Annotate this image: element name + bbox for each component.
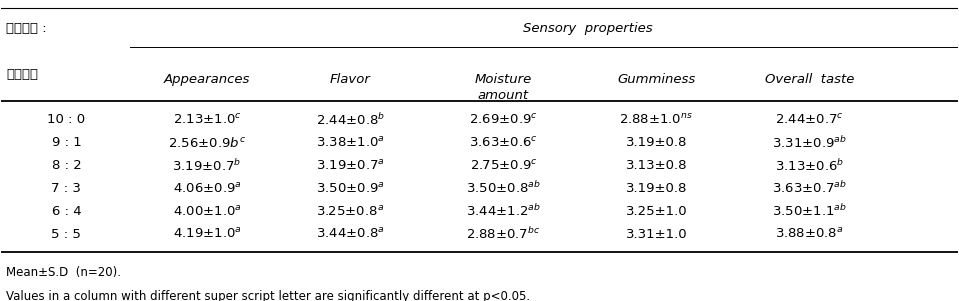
- Text: 3.13±0.8: 3.13±0.8: [625, 159, 688, 172]
- Text: $2.75±0.9^{c}$: $2.75±0.9^{c}$: [470, 159, 537, 173]
- Text: $2.88±1.0^{ns}$: $2.88±1.0^{ns}$: [620, 113, 693, 127]
- Text: $3.50±0.9^{a}$: $3.50±0.9^{a}$: [316, 182, 385, 196]
- Text: 8 : 2: 8 : 2: [52, 159, 82, 172]
- Text: 9 : 1: 9 : 1: [52, 136, 82, 149]
- Text: $4.06±0.9^{a}$: $4.06±0.9^{a}$: [173, 182, 242, 196]
- Text: 3.19±0.8: 3.19±0.8: [625, 182, 687, 195]
- Text: Overall  taste: Overall taste: [764, 73, 854, 85]
- Text: $3.63±0.7^{ab}$: $3.63±0.7^{ab}$: [772, 181, 847, 197]
- Text: Values in a column with different super script letter are significantly differen: Values in a column with different super …: [6, 290, 530, 301]
- Text: $3.44±0.8^{a}$: $3.44±0.8^{a}$: [316, 227, 385, 241]
- Text: 기본잡곳 :: 기본잡곳 :: [6, 22, 47, 35]
- Text: Appearances: Appearances: [164, 73, 250, 85]
- Text: $4.00±1.0^{a}$: $4.00±1.0^{a}$: [173, 204, 242, 219]
- Text: Flavor: Flavor: [330, 73, 371, 85]
- Text: 3.31±1.0: 3.31±1.0: [625, 228, 688, 241]
- Text: $3.50±1.1^{ab}$: $3.50±1.1^{ab}$: [772, 203, 847, 219]
- Text: $2.56±0.9b^{c}$: $2.56±0.9b^{c}$: [168, 136, 246, 150]
- Text: $2.88±0.7^{bc}$: $2.88±0.7^{bc}$: [466, 226, 541, 242]
- Text: $2.44±0.8^{b}$: $2.44±0.8^{b}$: [316, 112, 385, 128]
- Text: 5 : 5: 5 : 5: [52, 228, 82, 241]
- Text: $3.31±0.9^{ab}$: $3.31±0.9^{ab}$: [772, 135, 847, 151]
- Text: $3.25±0.8^{a}$: $3.25±0.8^{a}$: [316, 204, 385, 219]
- Text: $4.19±1.0^{a}$: $4.19±1.0^{a}$: [173, 227, 242, 241]
- Text: 10 : 0: 10 : 0: [47, 113, 85, 126]
- Text: $3.13±0.6^{b}$: $3.13±0.6^{b}$: [775, 158, 844, 174]
- Text: 특화잡곳: 특화잡곳: [6, 68, 38, 81]
- Text: 6 : 4: 6 : 4: [52, 205, 82, 218]
- Text: $2.13±1.0^{c}$: $2.13±1.0^{c}$: [173, 113, 242, 127]
- Text: $3.19±0.7^{b}$: $3.19±0.7^{b}$: [173, 158, 242, 174]
- Text: Sensory  properties: Sensory properties: [523, 22, 652, 35]
- Text: $3.88±0.8^{a}$: $3.88±0.8^{a}$: [775, 227, 844, 241]
- Text: Gumminess: Gumminess: [618, 73, 695, 85]
- Text: $3.44±1.2^{ab}$: $3.44±1.2^{ab}$: [466, 203, 541, 219]
- Text: 3.19±0.8: 3.19±0.8: [625, 136, 687, 149]
- Text: $2.69±0.9^{c}$: $2.69±0.9^{c}$: [469, 113, 538, 127]
- Text: 7 : 3: 7 : 3: [52, 182, 82, 195]
- Text: 3.25±1.0: 3.25±1.0: [625, 205, 688, 218]
- Text: $3.63±0.6^{c}$: $3.63±0.6^{c}$: [469, 136, 538, 150]
- Text: $3.19±0.7^{a}$: $3.19±0.7^{a}$: [316, 159, 385, 173]
- Text: $2.44±0.7^{c}$: $2.44±0.7^{c}$: [775, 113, 844, 127]
- Text: $3.50±0.8^{ab}$: $3.50±0.8^{ab}$: [466, 181, 541, 197]
- Text: Mean±S.D  (n=20).: Mean±S.D (n=20).: [6, 266, 121, 279]
- Text: $3.38±1.0^{a}$: $3.38±1.0^{a}$: [316, 136, 385, 150]
- Text: Moisture
amount: Moisture amount: [475, 73, 532, 102]
